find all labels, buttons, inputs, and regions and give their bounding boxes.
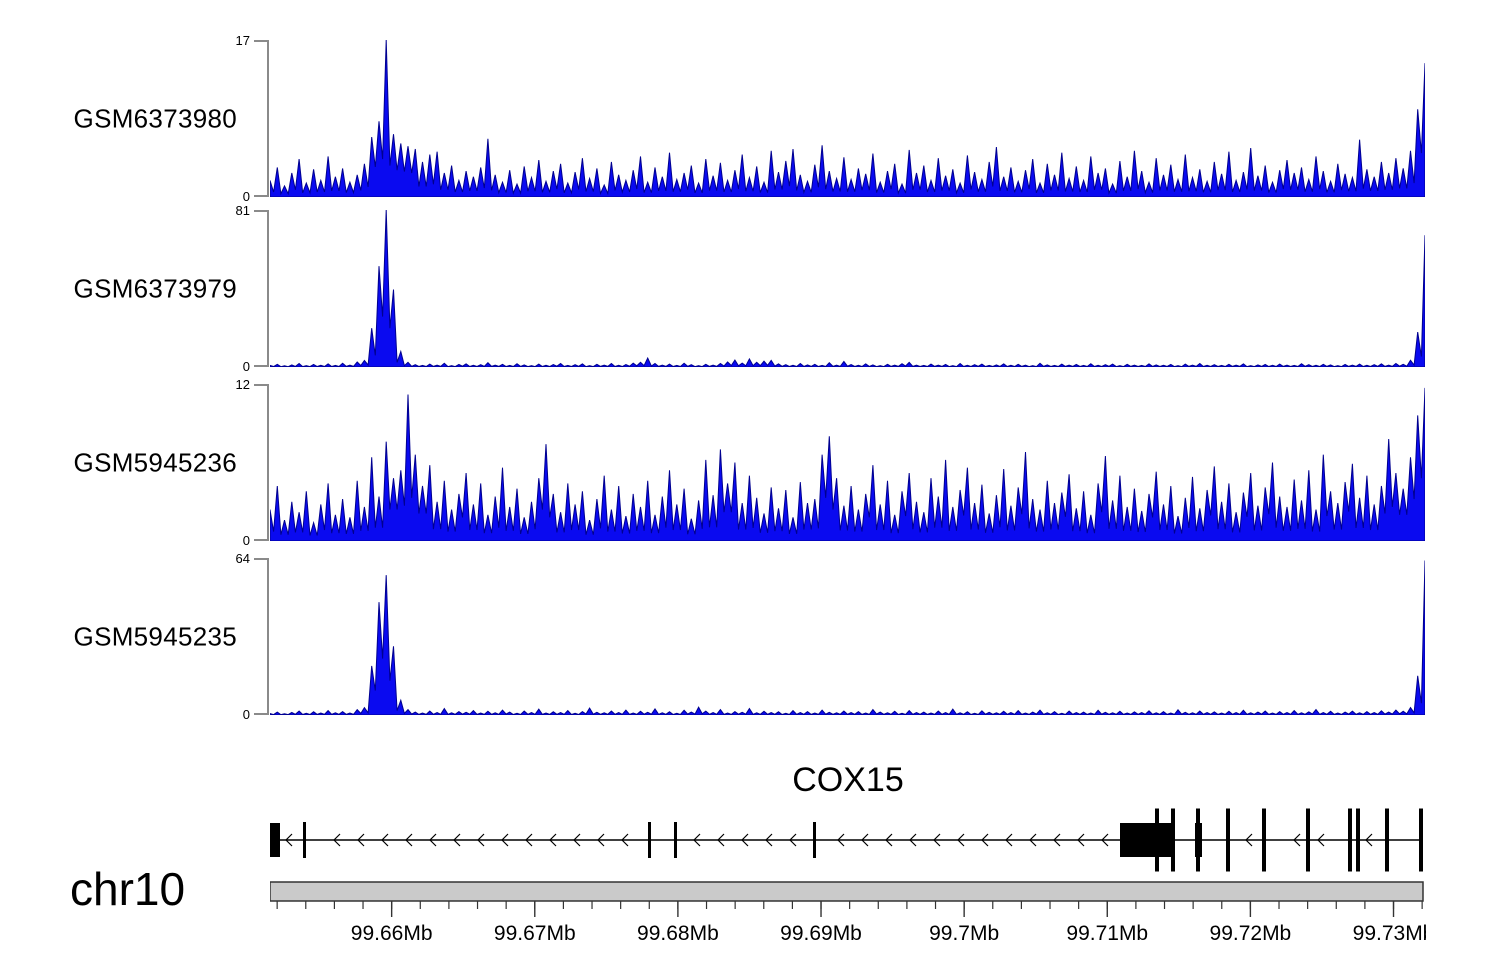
exon-block	[1171, 808, 1175, 872]
y-axis-line	[267, 558, 269, 715]
ruler-tick-label: 99.68Mb	[637, 922, 719, 945]
strand-direction-arrow	[621, 833, 629, 847]
ruler-tick-label: 99.7Mb	[929, 922, 999, 945]
coverage-polygon	[270, 387, 1425, 541]
y-axis-line	[267, 40, 269, 197]
exon-block	[270, 823, 280, 857]
y-axis-top-tick	[254, 40, 268, 42]
gene-model-and-ruler: 99.66Mb 99.67Mb 99.68Mb 99.69Mb 99.7Mb 99.71M…	[270, 808, 1426, 945]
strand-direction-arrow	[549, 833, 557, 847]
y-axis-max-label: 81	[235, 203, 250, 218]
strand-direction-arrow	[885, 833, 893, 847]
strand-direction-arrow	[1053, 833, 1061, 847]
strand-direction-arrow	[1365, 833, 1373, 847]
strand-direction-arrow	[1101, 833, 1109, 847]
strand-direction-arrow	[429, 833, 437, 847]
y-axis-min-label: 0	[242, 359, 250, 374]
y-axis-bottom-tick	[254, 195, 268, 197]
strand-direction-arrow	[957, 833, 965, 847]
y-axis-bottom-tick	[254, 539, 268, 541]
ruler-tick-label: 99.69Mb	[780, 922, 862, 945]
y-axis-bottom-tick	[254, 713, 268, 715]
coverage-signal-area	[270, 387, 1425, 541]
exon-block	[1120, 823, 1174, 857]
exon-block	[674, 822, 677, 858]
exon-block	[1196, 808, 1200, 872]
y-axis-line	[267, 384, 269, 541]
y-axis-max-label: 64	[235, 551, 250, 566]
strand-direction-arrow	[909, 833, 917, 847]
strand-direction-arrow	[1077, 833, 1085, 847]
ruler-tick-label: 99.71Mb	[1066, 922, 1148, 945]
chromosome-ideogram-bar	[270, 881, 1424, 902]
exon-block	[1385, 808, 1389, 872]
y-axis-top-tick	[254, 558, 268, 560]
coverage-track-4: GSM5945235 64 0	[0, 551, 1500, 722]
y-axis-min-label: 0	[242, 189, 250, 204]
strand-direction-arrow	[1293, 833, 1301, 847]
exon-block	[1262, 808, 1266, 872]
ruler-tick-label: 99.66Mb	[351, 922, 433, 945]
strand-direction-arrow	[525, 833, 533, 847]
exon-block	[1155, 808, 1159, 872]
exon-block	[1356, 808, 1360, 872]
strand-direction-arrow	[405, 833, 413, 847]
strand-direction-arrow	[1029, 833, 1037, 847]
strand-direction-arrow	[693, 833, 701, 847]
exon-block	[813, 822, 816, 858]
strand-direction-arrow	[1005, 833, 1013, 847]
strand-direction-arrow	[597, 833, 605, 847]
exon-block	[1226, 808, 1230, 872]
strand-direction-arrow	[477, 833, 485, 847]
gene-name-label: COX15	[792, 761, 904, 799]
strand-direction-arrow	[573, 833, 581, 847]
ruler-tick-label: 99.73Mb	[1353, 922, 1426, 945]
track-label: GSM5945235	[73, 621, 237, 651]
ruler-tick-label: 99.67Mb	[494, 922, 576, 945]
y-axis-min-label: 0	[242, 707, 250, 722]
strand-direction-arrow	[765, 833, 773, 847]
ruler-tick-label: 99.72Mb	[1210, 922, 1292, 945]
exon-block	[303, 822, 306, 858]
strand-direction-arrow	[333, 833, 341, 847]
strand-direction-arrow	[357, 833, 365, 847]
y-axis-line	[267, 210, 269, 367]
y-axis-top-tick	[254, 384, 268, 386]
coverage-signal-area	[270, 40, 1425, 197]
coverage-signal-area	[270, 210, 1425, 367]
y-axis-max-label: 17	[235, 33, 250, 48]
y-axis-top-tick	[254, 210, 268, 212]
chromosome-name-label: chr10	[70, 863, 186, 915]
strand-direction-arrow	[981, 833, 989, 847]
strand-direction-arrow	[837, 833, 845, 847]
strand-direction-arrow	[285, 833, 293, 847]
strand-direction-arrow	[861, 833, 869, 847]
track-label: GSM5945236	[73, 447, 237, 477]
strand-direction-arrow	[741, 833, 749, 847]
y-axis-bottom-tick	[254, 365, 268, 367]
exon-block	[1306, 808, 1310, 872]
track-label: GSM6373980	[73, 103, 237, 133]
coverage-track-3: GSM5945236 12 0	[0, 377, 1500, 548]
coverage-polygon	[270, 560, 1425, 715]
strand-direction-arrow	[789, 833, 797, 847]
strand-direction-arrow	[1245, 833, 1253, 847]
exon-block	[1348, 808, 1352, 872]
coverage-polygon	[270, 210, 1425, 367]
strand-direction-arrow	[717, 833, 725, 847]
coverage-signal-area	[270, 560, 1425, 715]
y-axis-max-label: 12	[235, 377, 250, 392]
exon-block	[648, 822, 651, 858]
coverage-track-2: GSM6373979 81 0	[0, 203, 1500, 374]
y-axis-min-label: 0	[242, 533, 250, 548]
exon-block	[1419, 808, 1423, 872]
strand-direction-arrow	[501, 833, 509, 847]
track-label: GSM6373979	[73, 273, 237, 303]
coverage-track-1: GSM6373980 17 0	[0, 33, 1500, 204]
strand-direction-arrow	[1317, 833, 1325, 847]
coverage-polygon	[270, 40, 1425, 197]
strand-direction-arrow	[381, 833, 389, 847]
strand-direction-arrow	[933, 833, 941, 847]
strand-direction-arrow	[453, 833, 461, 847]
